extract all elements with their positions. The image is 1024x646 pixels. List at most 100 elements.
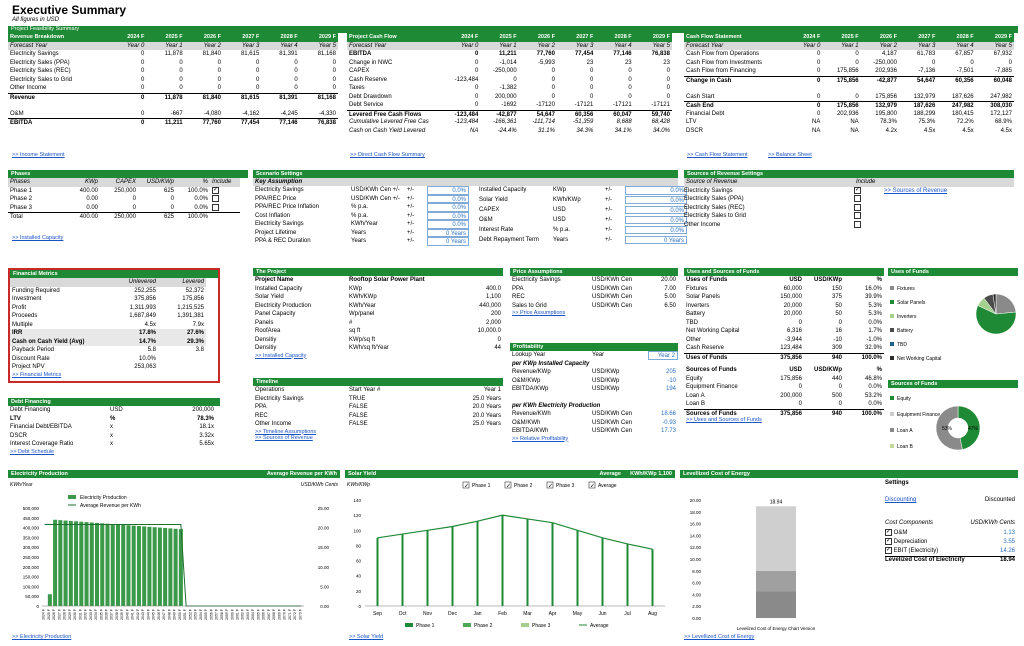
- uses-header: Uses and Sources of Funds: [684, 268, 884, 276]
- project-cash-flow-panel: Project Cash Flow 2024 F 2025 F 2026 F 2027 …: [347, 33, 672, 135]
- row-label: Cash End: [684, 101, 784, 110]
- price-assumptions-link[interactable]: >> Price Assumptions: [512, 310, 566, 316]
- financial-metrics-link[interactable]: >> Financial Metrics: [12, 371, 62, 378]
- phase-col-header: %: [176, 178, 210, 187]
- sor-checkbox[interactable]: [854, 203, 861, 211]
- uses-cell: Other: [686, 336, 702, 343]
- scenario-input[interactable]: 0.0%: [427, 194, 469, 203]
- project-cell: KWp/sq ft: [349, 336, 376, 343]
- lcoe-ytick: 0.00: [692, 616, 701, 621]
- phase-cell: 0.0%: [194, 196, 208, 202]
- sources-cell: Sources of Funds: [684, 408, 764, 418]
- uses-sources-link[interactable]: >> Uses and Sources of Funds: [686, 417, 762, 423]
- profit-cell: O&M/KWp: [512, 377, 541, 384]
- solar-yield-link[interactable]: >> Solar Yield: [349, 634, 384, 640]
- scenario-input[interactable]: 0.0%: [427, 203, 469, 212]
- lcoe-checkbox[interactable]: ✓: [885, 538, 892, 545]
- scenario2-input[interactable]: 0.0%: [625, 215, 687, 225]
- include-checkbox[interactable]: ✓: [212, 186, 219, 194]
- scenario2-input[interactable]: 0.0%: [625, 195, 687, 205]
- table-cell: -17121: [612, 102, 632, 108]
- table-cell: 0: [551, 76, 555, 83]
- table-cell: -667: [170, 110, 183, 117]
- uses-cell: -3,944: [784, 336, 802, 343]
- scenario-input[interactable]: 0 Years: [427, 237, 469, 246]
- ep-xtick: 2027 F: [57, 609, 61, 620]
- ep-bar: [84, 522, 89, 606]
- ep-bar: [68, 520, 73, 606]
- ep-bar: [178, 529, 183, 606]
- scenario2-input[interactable]: 0.0%: [625, 205, 687, 215]
- table-cell: 0: [217, 76, 221, 83]
- lookup-year-input[interactable]: Year 2: [648, 351, 678, 360]
- sy-ytick: 60: [356, 559, 362, 564]
- scenario-pm: +/-: [407, 221, 415, 227]
- lcoe-ytick: 4.00: [692, 592, 701, 597]
- profit-cell: USD/KWp: [592, 377, 620, 384]
- sources-pct-loan: 53%: [942, 426, 953, 432]
- ep-xtick: 2069 F: [277, 609, 281, 620]
- balance-sheet-link[interactable]: >> Balance Sheet: [768, 152, 812, 158]
- scenario2-input[interactable]: 0 Years: [625, 235, 687, 245]
- phase-cell: 0.00: [86, 196, 98, 202]
- sor-checkbox[interactable]: [854, 212, 861, 219]
- project-capacity-link[interactable]: >> Installed Capacity: [255, 352, 307, 359]
- price-cell: USD/KWh Cen: [592, 302, 633, 309]
- income-statement-link[interactable]: >> Income Statement: [12, 152, 65, 158]
- cash-flow-statement-link[interactable]: >> Cash Flow Statement: [687, 152, 748, 158]
- table-cell: -123,484: [442, 109, 481, 119]
- table-cell: -5,993: [537, 59, 555, 66]
- sy-legend-check: ✓: [506, 484, 511, 490]
- table-cell: 175,856: [822, 101, 861, 110]
- project-cell: 0: [497, 336, 501, 343]
- scenario-input[interactable]: 0.0%: [427, 186, 469, 195]
- profit-cell: USD/KWh Cen: [592, 411, 633, 417]
- installed-capacity-link[interactable]: >> Installed Capacity: [12, 235, 64, 241]
- lcoe-checkbox[interactable]: ✓: [885, 547, 892, 554]
- project-cell: 400.0: [485, 285, 501, 292]
- sources-pie-chart: Equity Equipment Finance Loan A Loan B 53% 47…: [890, 396, 981, 451]
- scenario2-label: Interest Rate: [479, 226, 514, 233]
- ep-ylabel2: USD/KWh Cents: [301, 482, 339, 488]
- ep-ylabel: KWh/Year: [10, 482, 33, 488]
- debt-cell: Financial Debt/EBITDA: [10, 424, 72, 430]
- profit-cell: EBITDA/KWp: [512, 386, 549, 392]
- lcoe-row-label: EBIT (Electricity): [892, 548, 939, 555]
- debt-schedule-link[interactable]: >> Debt Schedule: [10, 448, 55, 455]
- sor-checkbox[interactable]: [854, 220, 861, 228]
- scenario2-input[interactable]: 0.0%: [625, 225, 687, 235]
- timeline-assumptions-link[interactable]: >> Timeline Assumptions: [255, 428, 317, 435]
- profitability-header: Profitability: [510, 343, 678, 351]
- year-header: 2024 F: [784, 33, 823, 42]
- include-checkbox[interactable]: [212, 195, 219, 202]
- direct-cash-flow-link[interactable]: >> Direct Cash Flow Summary: [350, 152, 425, 158]
- uses-cell: Net Working Capital: [686, 328, 740, 334]
- sources-chart-panel: Sources of Funds Equity Equipment Finance…: [888, 380, 1018, 465]
- sources-of-revenue-link[interactable]: >> Sources of Revenue: [884, 187, 948, 194]
- sor-row: Electricity Sales to Grid: [684, 212, 1014, 221]
- sor-include: [854, 195, 884, 204]
- lcoe-link[interactable]: >> Levellized Cost of Energy: [684, 634, 755, 640]
- sor-checkbox[interactable]: [854, 195, 861, 202]
- scenario2-input[interactable]: 0.0%: [625, 186, 687, 195]
- scenario-input[interactable]: 0.0%: [427, 211, 469, 220]
- row-label: Taxes: [349, 85, 365, 91]
- scenario-input[interactable]: 0.0%: [427, 220, 469, 229]
- discounting-link[interactable]: Discounting: [885, 497, 917, 503]
- project-cell: 44: [494, 345, 501, 351]
- scenario2-unit: USD: [553, 206, 566, 213]
- electricity-production-link[interactable]: >> Electricity Production: [12, 634, 72, 640]
- table-cell: 0: [666, 85, 670, 91]
- lcoe-checkbox[interactable]: ✓: [885, 529, 892, 536]
- relative-profitability-link[interactable]: >> Relative Profitability: [512, 435, 569, 442]
- profitability-panel: Profitability Lookup Year Year Year 2 pe…: [510, 343, 678, 442]
- include-checkbox[interactable]: [212, 203, 219, 211]
- ep-xtick: 2066 F: [262, 609, 266, 620]
- timeline-sources-link[interactable]: >> Sources of Revenue: [255, 434, 313, 441]
- sor-checkbox[interactable]: ✓: [854, 186, 861, 194]
- sources-cell: 100.0%: [844, 408, 884, 418]
- lcoe-row-left: ✓ EBIT (Electricity): [885, 547, 938, 556]
- scenario-input[interactable]: 0 Years: [427, 228, 469, 237]
- cost-components-unit: USD/KWh Cents: [970, 520, 1015, 526]
- table-header: Project Cash Flow: [347, 33, 442, 42]
